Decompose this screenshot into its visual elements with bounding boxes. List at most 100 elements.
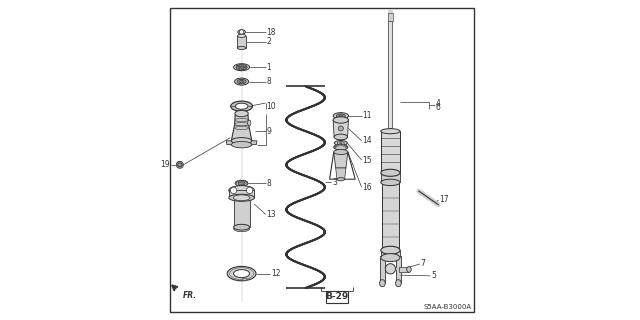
Ellipse shape — [234, 269, 250, 278]
Ellipse shape — [236, 180, 248, 186]
Ellipse shape — [233, 195, 250, 201]
Ellipse shape — [234, 226, 250, 232]
Polygon shape — [240, 30, 244, 31]
Text: 16: 16 — [362, 183, 372, 192]
Ellipse shape — [337, 114, 346, 118]
Text: 1: 1 — [266, 63, 271, 72]
Circle shape — [244, 180, 246, 182]
Circle shape — [338, 126, 343, 131]
Polygon shape — [229, 190, 254, 198]
Ellipse shape — [235, 78, 248, 85]
Ellipse shape — [238, 182, 245, 185]
Bar — [381, 131, 400, 173]
Ellipse shape — [339, 142, 342, 144]
Polygon shape — [235, 115, 249, 125]
Circle shape — [236, 181, 237, 183]
Text: S5AA-B3000A: S5AA-B3000A — [424, 304, 472, 309]
Text: 19: 19 — [160, 160, 170, 169]
Polygon shape — [240, 33, 244, 34]
Ellipse shape — [420, 192, 425, 196]
Ellipse shape — [381, 253, 400, 262]
Circle shape — [335, 145, 337, 147]
Polygon shape — [381, 173, 400, 182]
Text: 10: 10 — [266, 102, 276, 111]
Ellipse shape — [339, 115, 343, 117]
Ellipse shape — [381, 246, 400, 254]
Circle shape — [239, 68, 242, 70]
Circle shape — [246, 181, 248, 183]
Polygon shape — [335, 168, 346, 179]
Ellipse shape — [227, 266, 256, 281]
Ellipse shape — [232, 141, 252, 148]
Circle shape — [385, 264, 396, 274]
Bar — [326, 291, 348, 303]
Circle shape — [239, 30, 244, 34]
Text: 13: 13 — [266, 210, 276, 219]
Circle shape — [343, 144, 344, 146]
Ellipse shape — [407, 267, 412, 272]
Ellipse shape — [178, 163, 182, 167]
Text: 14: 14 — [362, 136, 372, 145]
Text: B-29: B-29 — [325, 292, 349, 301]
Polygon shape — [244, 32, 246, 34]
Bar — [388, 21, 392, 128]
Ellipse shape — [380, 280, 385, 287]
Circle shape — [346, 146, 348, 148]
Ellipse shape — [235, 126, 248, 130]
Ellipse shape — [337, 178, 344, 181]
Polygon shape — [381, 250, 400, 258]
Polygon shape — [244, 30, 246, 32]
Ellipse shape — [234, 224, 250, 230]
Polygon shape — [232, 125, 252, 141]
Circle shape — [337, 144, 339, 146]
Text: 3: 3 — [332, 178, 337, 187]
Text: 17: 17 — [439, 195, 449, 204]
Circle shape — [345, 145, 347, 147]
Circle shape — [246, 187, 253, 194]
Circle shape — [237, 180, 239, 182]
Text: 8: 8 — [266, 179, 271, 188]
Polygon shape — [333, 120, 349, 137]
Ellipse shape — [236, 65, 247, 70]
Ellipse shape — [381, 129, 400, 134]
Text: 12: 12 — [271, 269, 280, 278]
Ellipse shape — [333, 117, 349, 123]
Ellipse shape — [243, 278, 247, 281]
Text: 2: 2 — [266, 37, 271, 46]
Ellipse shape — [235, 118, 248, 122]
Bar — [399, 267, 409, 272]
Ellipse shape — [238, 30, 246, 34]
Text: 15: 15 — [362, 156, 372, 164]
Circle shape — [244, 66, 247, 68]
Ellipse shape — [337, 141, 344, 145]
Polygon shape — [334, 152, 348, 168]
Ellipse shape — [333, 113, 349, 119]
Circle shape — [243, 67, 246, 70]
Ellipse shape — [248, 120, 251, 126]
Text: 8: 8 — [266, 77, 271, 86]
Polygon shape — [238, 30, 240, 32]
Circle shape — [239, 180, 241, 181]
Ellipse shape — [232, 138, 252, 144]
Circle shape — [237, 67, 239, 69]
Polygon shape — [238, 32, 240, 34]
Bar — [382, 182, 399, 250]
Ellipse shape — [231, 101, 253, 111]
Ellipse shape — [334, 144, 348, 150]
Bar — [388, 13, 393, 21]
Text: 6: 6 — [436, 103, 441, 112]
Text: 5: 5 — [431, 271, 436, 280]
Text: 18: 18 — [266, 28, 276, 36]
Circle shape — [334, 146, 336, 148]
Ellipse shape — [177, 161, 184, 168]
Circle shape — [340, 144, 342, 146]
Circle shape — [237, 65, 239, 68]
Ellipse shape — [236, 103, 248, 109]
Circle shape — [235, 183, 236, 184]
Ellipse shape — [381, 179, 400, 186]
Text: 7: 7 — [420, 259, 426, 268]
Bar — [380, 256, 385, 283]
Polygon shape — [237, 36, 246, 48]
Circle shape — [243, 180, 244, 181]
Text: 9: 9 — [266, 127, 271, 136]
